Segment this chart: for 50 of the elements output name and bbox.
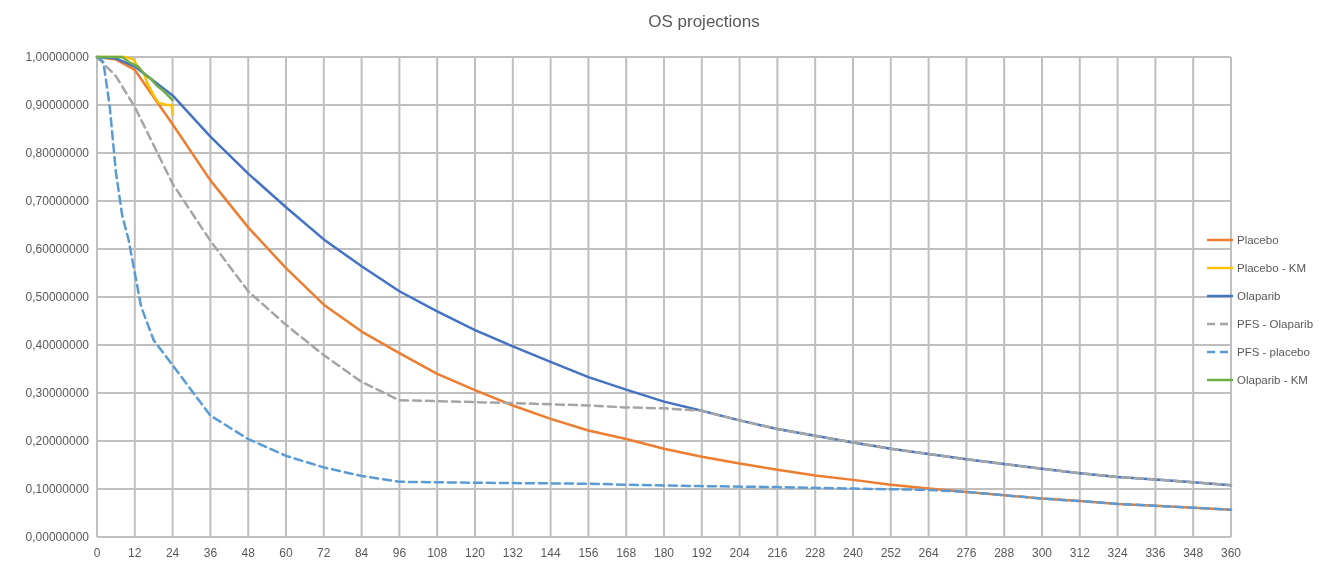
- y-tick-label: 0,10000000: [25, 482, 90, 496]
- y-tick-label: 0,30000000: [25, 386, 90, 400]
- x-tick-label: 360: [1220, 546, 1242, 560]
- legend-label: PFS - placebo: [1237, 346, 1310, 358]
- x-tick-label: 72: [317, 546, 331, 560]
- y-tick-label: 0,70000000: [25, 194, 90, 208]
- x-tick-label: 48: [241, 546, 256, 560]
- line-series: [95, 55, 174, 102]
- x-tick-label: 276: [956, 546, 977, 560]
- y-tick-label: 1,00000000: [25, 50, 90, 64]
- y-tick-label: 0,50000000: [25, 290, 90, 304]
- x-tick-label: 108: [427, 546, 448, 560]
- x-tick-label: 240: [842, 546, 864, 560]
- x-tick-label: 96: [392, 546, 407, 560]
- x-tick-label: 348: [1183, 546, 1204, 560]
- x-tick-label: 180: [653, 546, 675, 560]
- x-tick-label: 216: [767, 546, 788, 560]
- x-tick-label: 204: [729, 546, 750, 560]
- y-tick-label: 0,90000000: [25, 98, 90, 112]
- x-tick-label: 84: [354, 546, 369, 560]
- legend-label: Olaparib - KM: [1237, 374, 1308, 386]
- x-tick-label: 60: [279, 546, 293, 560]
- chart-title: OS projections: [648, 12, 760, 31]
- legend-label: Placebo - KM: [1237, 262, 1307, 274]
- legend-label: PFS - Olaparib: [1237, 318, 1314, 330]
- x-tick-label: 264: [918, 546, 939, 560]
- legend-label: Placebo: [1237, 234, 1279, 246]
- x-tick-label: 228: [805, 546, 826, 560]
- y-tick-label: 0,80000000: [25, 146, 90, 160]
- x-tick-label: 36: [203, 546, 218, 560]
- y-tick-label: 0,40000000: [25, 338, 90, 352]
- x-tick-label: 288: [994, 546, 1015, 560]
- x-tick-label: 192: [691, 546, 713, 560]
- x-tick-label: 0: [93, 546, 101, 560]
- x-tick-label: 252: [880, 546, 902, 560]
- x-tick-label: 132: [502, 546, 524, 560]
- x-tick-label: 336: [1145, 546, 1166, 560]
- x-tick-label: 168: [616, 546, 637, 560]
- y-tick-label: 0,60000000: [25, 242, 90, 256]
- x-tick-label: 312: [1069, 546, 1091, 560]
- x-tick-label: 120: [464, 546, 486, 560]
- y-tick-label: 0,00000000: [25, 530, 90, 544]
- x-tick-label: 300: [1031, 546, 1053, 560]
- x-tick-label: 12: [128, 546, 142, 560]
- x-tick-label: 24: [165, 546, 180, 560]
- y-tick-label: 0,20000000: [25, 434, 90, 448]
- legend-label: Olaparib: [1237, 290, 1281, 302]
- x-tick-label: 156: [578, 546, 599, 560]
- x-tick-label: 144: [540, 546, 561, 560]
- x-tick-label: 324: [1107, 546, 1128, 560]
